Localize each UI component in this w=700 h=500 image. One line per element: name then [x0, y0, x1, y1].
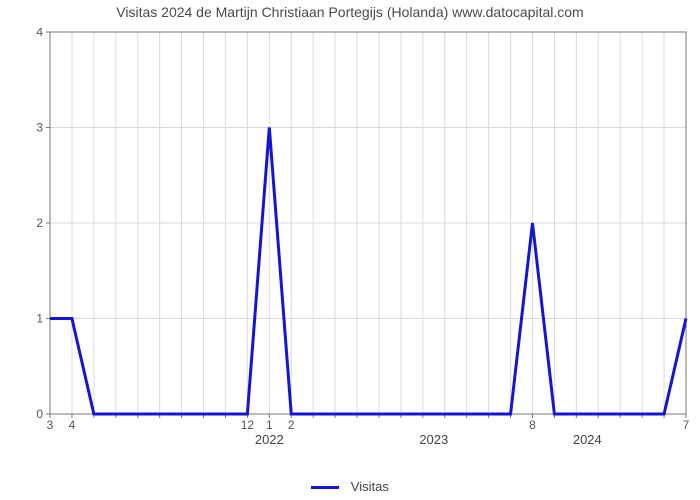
- y-tick-label: 4: [36, 28, 43, 39]
- legend: Visitas: [0, 479, 700, 494]
- x-tick-label: 7: [683, 418, 690, 432]
- y-tick-label: 1: [36, 312, 43, 326]
- x-year-label: 2022: [255, 432, 284, 447]
- x-tick-label: 3: [47, 418, 54, 432]
- chart-title: Visitas 2024 de Martijn Christiaan Porte…: [0, 4, 700, 20]
- y-tick-label: 2: [36, 216, 43, 230]
- legend-label: Visitas: [351, 479, 389, 494]
- x-year-label: 2024: [573, 432, 602, 447]
- x-tick-label: 4: [69, 418, 76, 432]
- y-tick-label: 0: [36, 407, 43, 421]
- y-tick-label: 3: [36, 121, 43, 135]
- line-chart: 0123434121287202220232024: [30, 28, 690, 448]
- x-tick-label: 8: [529, 418, 536, 432]
- x-tick-label: 1: [266, 418, 273, 432]
- legend-swatch: [311, 486, 339, 489]
- x-tick-label: 2: [288, 418, 295, 432]
- x-tick-label: 12: [241, 418, 255, 432]
- x-year-label: 2023: [419, 432, 448, 447]
